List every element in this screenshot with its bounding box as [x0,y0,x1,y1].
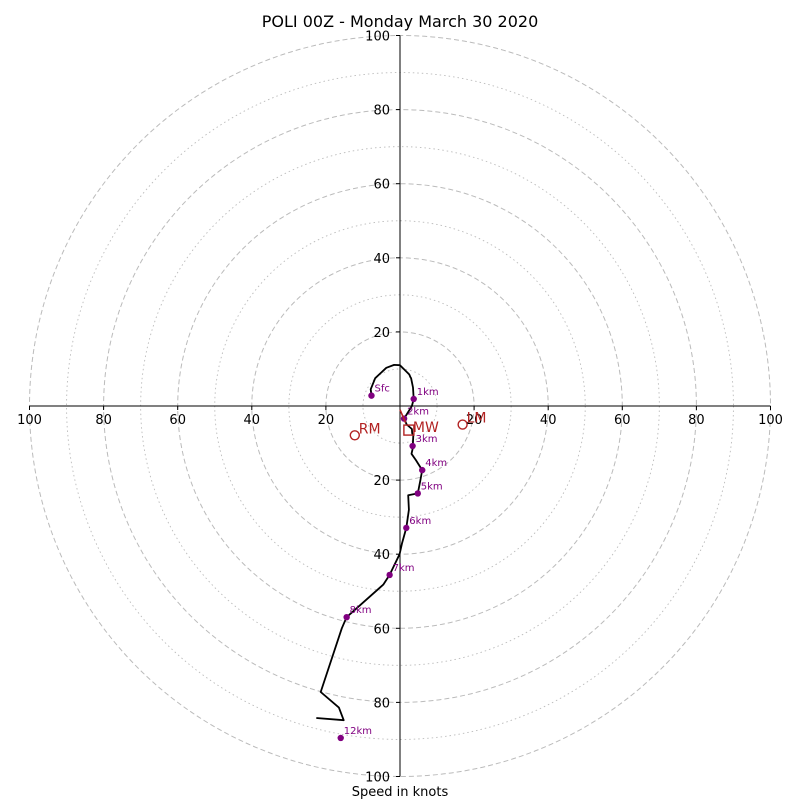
y-tick-label: 100 [365,30,390,45]
x-tick-label: 100 [758,413,783,428]
x-tick-label: 60 [169,413,186,428]
rm-motion-marker [349,430,360,441]
x-tick-label: 20 [466,413,483,428]
height-label-12km: 12km [344,726,372,737]
lm-motion-marker [457,419,468,430]
x-tick-label: 100 [17,413,42,428]
height-label-4km: 4km [425,458,447,469]
x-tick-label: 60 [614,413,631,428]
height-point-8km [343,613,350,621]
height-point-7km [386,571,393,579]
x-axis-label: Speed in knots [352,785,449,800]
hodograph-trace [316,363,424,722]
chart-title: POLI 00Z - Monday March 30 2020 [262,12,539,31]
y-tick-label: 40 [373,252,390,267]
x-tick-label: 20 [318,413,335,428]
y-tick-label: 40 [373,548,390,563]
lm-motion-label: LM [467,411,487,427]
height-label-1km: 1km [417,387,439,398]
height-label-sfc: Sfc [374,384,389,395]
y-tick-label: 60 [373,622,390,637]
axes [29,35,771,777]
x-tick-label: 80 [95,413,112,428]
wind-profile-line [316,363,424,722]
y-tick-label: 20 [373,326,390,341]
x-tick-label: 80 [688,413,705,428]
y-tick-label: 80 [373,104,390,119]
height-point-1km [410,395,417,403]
height-label-2km: 2km [407,407,429,418]
mean-wind-marker [403,424,415,436]
storm-motion-markers: RM LM MW [349,409,487,441]
height-label-6km: 6km [409,516,431,527]
height-point-3km [409,442,416,450]
height-point-sfc [368,392,375,399]
tick-labels: 100 100 80 80 60 60 40 40 20 20 20 20 40 40 60 60 80 80 10… [17,30,783,786]
height-label-8km: 8km [350,605,372,616]
height-point-4km [419,466,426,474]
height-point-6km [403,524,410,532]
height-markers: Sfc 1km 2km 3km 4km 5km 6km 7km 8km 12km [337,384,447,742]
rm-motion-label: RM [359,421,381,437]
height-label-7km: 7km [393,563,415,574]
x-tick-label: 40 [244,413,261,428]
y-tick-label: 60 [373,178,390,193]
height-point-5km [414,490,421,497]
x-tick-label: 40 [540,413,557,428]
height-point-12km [337,734,344,742]
y-tick-label: 100 [365,771,390,786]
y-tick-label: 20 [373,474,390,489]
height-label-3km: 3km [416,434,438,445]
mean-wind-label: MW [413,420,439,436]
height-label-5km: 5km [421,481,443,492]
shear-vector-line [399,409,407,423]
y-tick-label: 80 [373,696,390,711]
